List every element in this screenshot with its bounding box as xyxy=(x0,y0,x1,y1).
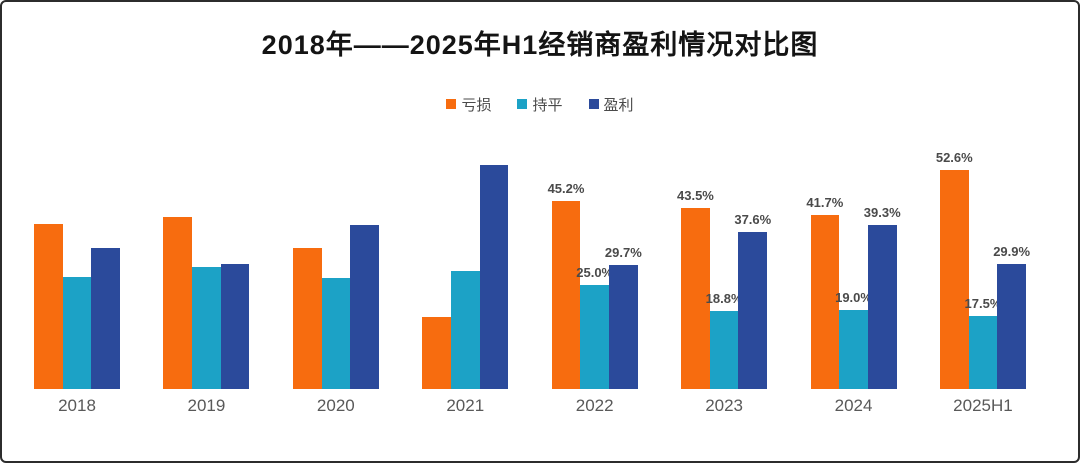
bar-breakeven-2020 xyxy=(321,278,351,389)
bar-group-2020 xyxy=(292,225,379,389)
bar-profit-2024: 39.3% xyxy=(864,206,901,389)
x-axis-label-2021: 2021 xyxy=(446,396,485,415)
x-axis-label-2018: 2018 xyxy=(58,396,96,415)
bar-profit-2019 xyxy=(220,264,250,389)
bar-rect-loss-2022 xyxy=(551,200,581,389)
bar-rect-profit-2021 xyxy=(479,164,509,389)
bar-rect-loss-2020 xyxy=(292,248,322,389)
legend-swatch-loss-icon xyxy=(446,99,457,109)
bar-group-2023: 43.5% 18.8% 37.6% xyxy=(677,189,771,389)
bar-rect-profit-2018 xyxy=(91,248,121,389)
x-axis-label-2020: 2020 xyxy=(316,396,355,415)
bar-loss-2021 xyxy=(422,317,451,389)
bar-profit-2023: 37.6% xyxy=(734,213,771,389)
bar-rect-loss-2018 xyxy=(34,224,63,389)
x-axis-label-2024: 2024 xyxy=(834,396,873,415)
bar-rect-loss-2021 xyxy=(422,317,451,389)
chart-title: 2018年——2025年H1经销商盈利情况对比图 xyxy=(261,30,819,60)
bar-profit-2021 xyxy=(479,164,509,389)
bar-value-label-loss-2024: 41.7% xyxy=(806,195,844,211)
bar-group-2022: 45.2% 25.0% 29.7% xyxy=(548,182,642,389)
bar-profit-2020 xyxy=(350,225,379,389)
bar-group-2021 xyxy=(422,164,509,389)
bar-loss-2025H1: 52.6% xyxy=(936,151,973,389)
legend-label-profit: 盈利 xyxy=(603,96,634,114)
bar-loss-2024: 41.7% xyxy=(806,196,843,389)
bar-value-label-loss-2023: 43.5% xyxy=(677,187,714,203)
legend-swatch-breakeven-icon xyxy=(517,99,528,109)
bar-rect-breakeven-2020 xyxy=(321,278,351,389)
bar-rect-loss-2023 xyxy=(681,207,710,389)
bar-rect-breakeven-2019 xyxy=(192,266,221,389)
bar-rect-breakeven-2021 xyxy=(450,270,480,389)
bar-value-label-profit-2022: 29.7% xyxy=(604,245,642,261)
bar-profit-2025H1: 29.9% xyxy=(993,245,1030,389)
bar-breakeven-2018 xyxy=(62,276,92,389)
x-axis: 2018 2019 2020 2021 2022 2023 2024 2025H1 xyxy=(34,395,1026,417)
bar-rect-breakeven-2022 xyxy=(580,284,610,389)
bar-loss-2022: 45.2% xyxy=(548,182,584,389)
bar-breakeven-2024: 19.0% xyxy=(835,291,872,389)
bar-breakeven-2023: 18.8% xyxy=(706,292,743,389)
bar-value-label-profit-2023: 37.6% xyxy=(734,212,772,228)
bar-loss-2023: 43.5% xyxy=(677,189,714,389)
bar-breakeven-2021 xyxy=(450,270,480,389)
bar-rect-breakeven-2023 xyxy=(709,310,739,389)
bar-rect-breakeven-2018 xyxy=(62,276,92,389)
x-axis-label-2019: 2019 xyxy=(187,396,226,415)
legend-item-breakeven: 持平 xyxy=(517,94,563,115)
bar-rect-loss-2025H1 xyxy=(939,169,969,389)
bar-loss-2019 xyxy=(163,217,193,389)
bar-group-2025H1: 52.6% 17.5% 29.9% xyxy=(936,151,1030,389)
bar-value-label-breakeven-2024: 19.0% xyxy=(835,289,872,305)
legend-label-breakeven: 持平 xyxy=(532,96,563,114)
legend-item-loss: 亏损 xyxy=(446,94,491,115)
x-axis-label-2023: 2023 xyxy=(705,396,744,415)
bar-breakeven-2019 xyxy=(192,266,221,389)
bar-group-2024: 41.7% 19.0% 39.3% xyxy=(806,196,901,389)
x-axis-label-2025H1: 2025H1 xyxy=(953,396,1013,415)
bar-profit-2018 xyxy=(91,248,121,389)
legend-swatch-profit-icon xyxy=(588,99,599,109)
bar-value-label-profit-2025H1: 29.9% xyxy=(993,244,1031,260)
bar-rect-profit-2024 xyxy=(867,225,897,389)
bar-profit-2022: 29.7% xyxy=(605,246,642,389)
bar-rect-loss-2019 xyxy=(163,217,193,389)
bar-rect-profit-2020 xyxy=(350,225,379,389)
bar-group-2019 xyxy=(163,217,250,389)
bar-loss-2018 xyxy=(34,224,63,389)
bar-rect-profit-2023 xyxy=(738,232,768,389)
bar-breakeven-2025H1: 17.5% xyxy=(965,297,1001,389)
bar-rect-loss-2024 xyxy=(810,215,840,389)
bar-value-label-breakeven-2025H1: 17.5% xyxy=(964,296,1002,312)
bar-rect-profit-2022 xyxy=(609,265,638,389)
x-axis-label-2022: 2022 xyxy=(575,396,614,415)
bar-breakeven-2022: 25.0% xyxy=(576,266,613,389)
bar-value-label-loss-2022: 45.2% xyxy=(547,180,585,196)
legend-label-loss: 亏损 xyxy=(461,96,492,114)
bar-value-label-loss-2025H1: 52.6% xyxy=(935,149,973,165)
bar-rect-breakeven-2025H1 xyxy=(968,316,998,389)
bar-group-2018 xyxy=(34,224,121,389)
plot-area: 45.2% 25.0% 29.7% 43.5% 18.8% 37.6% 41.7% 19.0%… xyxy=(34,139,1030,389)
bar-rect-profit-2025H1 xyxy=(997,264,1026,389)
bar-value-label-profit-2024: 39.3% xyxy=(863,205,901,221)
legend-item-profit: 盈利 xyxy=(588,94,634,115)
bar-value-label-breakeven-2022: 25.0% xyxy=(576,264,614,280)
bar-rect-breakeven-2024 xyxy=(839,309,868,389)
legend: 亏损 持平 盈利 xyxy=(2,94,1078,115)
bar-loss-2020 xyxy=(292,248,322,389)
bar-rect-profit-2019 xyxy=(220,264,250,389)
bar-value-label-breakeven-2023: 18.8% xyxy=(705,290,743,306)
